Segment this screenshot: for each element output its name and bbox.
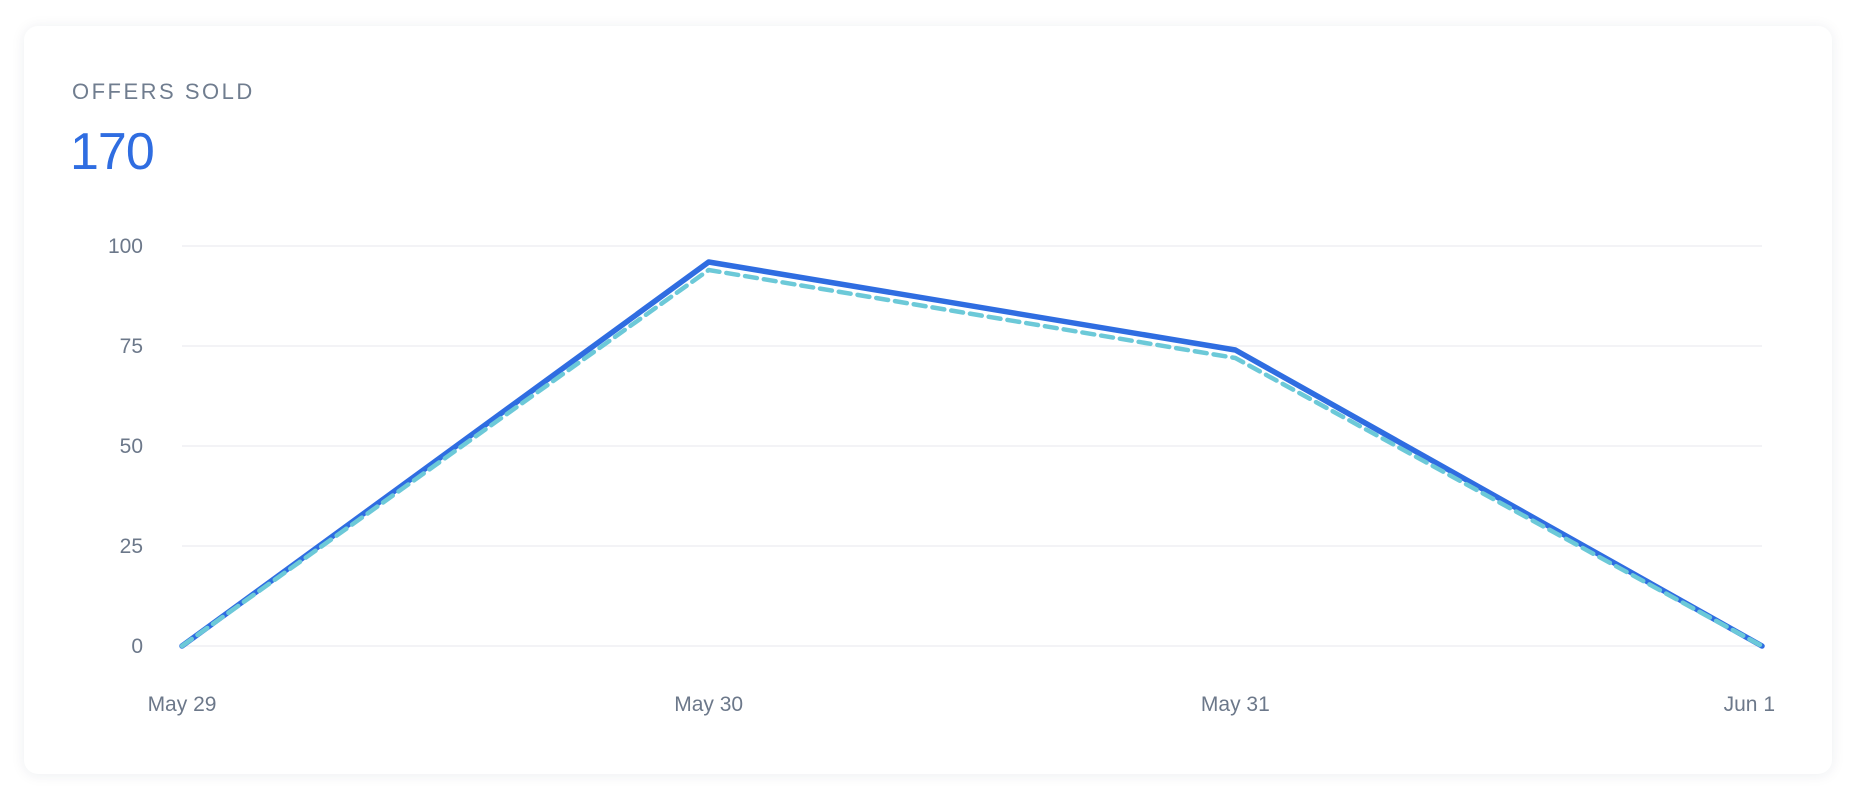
x-tick-label: May 31: [1201, 693, 1270, 716]
y-tick-label: 100: [108, 235, 143, 258]
x-axis-tick-labels: May 29 May 30 May 31 Jun 1: [148, 693, 1775, 716]
y-tick-label: 75: [120, 335, 143, 358]
offers-sold-card: [24, 26, 1832, 774]
y-tick-label: 25: [120, 535, 143, 558]
x-tick-label: Jun 1: [1724, 693, 1775, 716]
y-tick-label: 0: [131, 635, 143, 658]
x-tick-label: May 30: [674, 693, 743, 716]
grid-lines: [182, 245, 1762, 647]
y-axis-tick-labels: 0 25 50 75 100: [108, 235, 143, 658]
series-lines: [179, 259, 1765, 649]
y-tick-label: 50: [120, 435, 143, 458]
series-line-solid: [179, 259, 1765, 649]
series-line-dashed: [179, 267, 1765, 649]
card-title: OFFERS SOLD: [72, 79, 255, 104]
card-value: 170: [70, 123, 155, 181]
x-tick-label: May 29: [148, 693, 217, 716]
